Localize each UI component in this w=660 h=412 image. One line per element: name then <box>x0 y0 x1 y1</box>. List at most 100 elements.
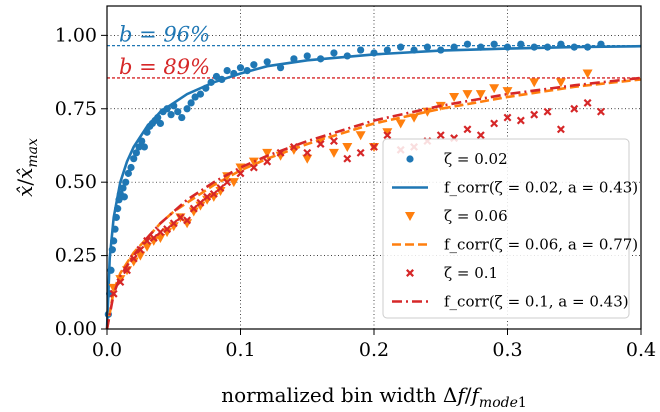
fit-curve <box>105 76 642 330</box>
data-point <box>119 184 127 192</box>
data-point <box>223 178 232 187</box>
data-point <box>290 55 298 63</box>
data-point <box>250 61 258 69</box>
data-point <box>176 213 185 222</box>
data-point <box>174 108 182 116</box>
x-tick-label: 0.4 <box>626 339 656 361</box>
data-point <box>263 58 271 66</box>
data-point <box>382 128 393 138</box>
legend-entry: ζ = 0.02 <box>406 150 508 168</box>
legend-label: f_corr(ζ = 0.02, a = 0.43) <box>444 179 638 197</box>
data-point <box>129 254 138 263</box>
data-point <box>167 111 175 119</box>
data-point <box>289 142 298 151</box>
legend-label: ζ = 0.06 <box>444 207 508 225</box>
data-point <box>529 78 540 88</box>
legend-marker-swatch <box>405 212 415 221</box>
data-point <box>342 142 353 152</box>
data-point <box>196 198 205 207</box>
x-tick-label: 0.2 <box>359 339 389 361</box>
data-point <box>169 219 178 228</box>
legend-entry: ζ = 0.06 <box>405 207 508 225</box>
data-point <box>156 228 165 237</box>
data-point <box>370 142 378 151</box>
data-point <box>187 99 195 107</box>
data-point <box>355 131 366 141</box>
legend-entry: f_corr(ζ = 0.1, a = 0.43) <box>392 293 629 311</box>
annotations: b = 96% b = 89% <box>119 23 210 79</box>
data-point <box>183 216 192 225</box>
plot-series <box>104 40 642 330</box>
legend-marker-swatch <box>406 269 414 277</box>
legend-entry: f_corr(ζ = 0.02, a = 0.43) <box>392 179 638 197</box>
data-point <box>149 233 158 242</box>
y-tick-label: 0.00 <box>55 318 97 340</box>
legend-label: ζ = 0.02 <box>444 150 508 168</box>
legend-marker-swatch <box>406 155 414 163</box>
legend: ζ = 0.02 f_corr(ζ = 0.02, a = 0.43) ζ = 0.… <box>382 138 638 319</box>
data-point <box>236 64 245 72</box>
data-point <box>490 119 499 128</box>
data-point <box>543 107 552 116</box>
data-point <box>303 52 311 60</box>
y-tick-label: 0.75 <box>55 98 97 120</box>
data-point <box>343 154 352 163</box>
data-point <box>249 163 258 172</box>
data-point <box>130 155 138 163</box>
legend-label: f_corr(ζ = 0.1, a = 0.43) <box>444 293 629 311</box>
data-point <box>135 143 143 151</box>
data-point <box>436 131 445 140</box>
data-point <box>383 131 392 140</box>
y-tick-label: 0.25 <box>55 245 97 267</box>
legend-label: f_corr(ζ = 0.06, a = 0.77) <box>444 236 638 254</box>
data-point <box>248 157 259 167</box>
data-point <box>357 46 365 54</box>
data-point <box>449 93 460 103</box>
data-point <box>557 40 565 48</box>
x-axis-title: normalized bin width Δf/fmode1 <box>221 383 527 411</box>
data-point <box>196 90 205 98</box>
data-point <box>330 49 338 57</box>
data-point <box>228 178 239 188</box>
asymptote-lines <box>107 44 641 79</box>
data-point <box>463 40 472 48</box>
data-point <box>530 110 539 119</box>
y-tick-label: 0.50 <box>55 171 97 193</box>
data-point <box>395 119 406 129</box>
data-point <box>223 67 231 75</box>
data-point <box>143 236 152 245</box>
data-point <box>142 242 153 252</box>
data-point <box>120 193 128 201</box>
x-tick-label: 0.1 <box>225 339 255 361</box>
data-point <box>303 148 312 157</box>
data-point <box>583 98 592 107</box>
data-point <box>135 251 146 261</box>
data-point <box>596 107 605 116</box>
data-point <box>423 43 431 51</box>
data-point <box>463 125 472 134</box>
series-line <box>105 78 642 330</box>
series-line <box>105 76 642 330</box>
data-point <box>397 43 405 51</box>
data-point <box>236 169 245 178</box>
data-point <box>203 192 212 201</box>
data-point <box>476 131 485 140</box>
data-point <box>302 154 313 164</box>
data-point <box>503 113 512 122</box>
data-point <box>216 184 225 193</box>
x-tick-label: 0.0 <box>92 339 122 361</box>
data-point <box>276 64 285 72</box>
data-point <box>122 178 130 186</box>
data-point <box>183 105 191 113</box>
data-point <box>191 93 199 101</box>
data-point <box>163 225 172 234</box>
data-point <box>127 163 135 172</box>
data-point <box>475 90 486 100</box>
data-point <box>556 125 565 134</box>
legend-box <box>382 138 630 319</box>
data-point <box>263 157 272 166</box>
data-point <box>383 46 391 54</box>
axis-ticks: 0.0 0.1 0.2 0.3 0.4 0.00 0.25 0.50 0.75 1.00 <box>55 24 656 361</box>
data-point <box>124 169 132 177</box>
